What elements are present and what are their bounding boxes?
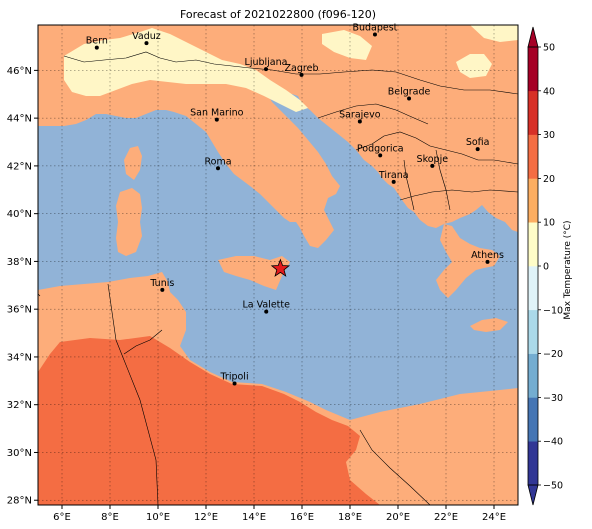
city-label: Roma bbox=[204, 156, 231, 167]
city-label: La Valette bbox=[242, 300, 290, 311]
city-dot bbox=[372, 32, 377, 37]
colorbar-segment bbox=[528, 47, 538, 92]
lat-tick-label: 34°N bbox=[7, 352, 32, 363]
corsica-island bbox=[124, 146, 142, 180]
city-label: Skopje bbox=[417, 154, 449, 165]
star-marker bbox=[270, 258, 291, 277]
crete-island bbox=[470, 318, 508, 332]
city-label: Podgorica bbox=[357, 143, 404, 154]
colorbar-tick-label: 0 bbox=[543, 262, 549, 273]
warm-desert-region bbox=[38, 336, 380, 505]
north-east-cool-patch bbox=[456, 54, 492, 78]
city-dot bbox=[475, 147, 480, 152]
city-dot bbox=[391, 179, 396, 184]
map-title: Forecast of 2021022800 (f096-120) bbox=[179, 8, 377, 21]
colorbar-segment bbox=[528, 90, 538, 135]
lat-tick-label: 28°N bbox=[7, 496, 32, 507]
lat-tick-label: 40°N bbox=[7, 209, 32, 220]
city-dot bbox=[299, 72, 304, 77]
colorbar-tick-label: 30 bbox=[543, 130, 555, 141]
colorbar-segment bbox=[528, 222, 538, 267]
colorbar-segment bbox=[528, 397, 538, 442]
colorbar-label: Max Temperature (°C) bbox=[563, 220, 573, 320]
city-label: Sofia bbox=[466, 137, 490, 148]
lon-tick-label: 10°E bbox=[146, 512, 170, 523]
sardinia-island bbox=[116, 188, 142, 256]
lat-tick-label: 32°N bbox=[7, 400, 32, 411]
city-dot bbox=[144, 41, 149, 46]
lat-tick-label: 36°N bbox=[7, 305, 32, 316]
lon-tick-label: 24°E bbox=[482, 512, 506, 523]
city-dot bbox=[264, 67, 268, 72]
temperature-colorbar: 50 40 30 20 10 0 −10 −20 −30 −40 −50 bbox=[527, 26, 563, 506]
lat-tick-label: 38°N bbox=[7, 257, 32, 268]
city-label: Zagreb bbox=[285, 63, 319, 74]
colorbar-tick-label: −40 bbox=[543, 437, 563, 448]
lon-tick-label: 8°E bbox=[101, 512, 119, 523]
city-label: Bern bbox=[86, 36, 108, 47]
alpine-cool-region bbox=[64, 28, 308, 112]
city-dot bbox=[357, 119, 362, 124]
city-dot bbox=[160, 287, 165, 292]
graticule bbox=[38, 25, 518, 505]
colorbar-segment bbox=[528, 309, 538, 354]
colorbar-tick-label: 50 bbox=[543, 43, 555, 54]
city-dot bbox=[430, 163, 435, 168]
city-dot bbox=[232, 381, 237, 386]
city-label: Sarajevo bbox=[339, 109, 381, 120]
lat-tick-label: 46°N bbox=[7, 66, 32, 77]
city-label: Belgrade bbox=[388, 87, 431, 98]
map-frame bbox=[37, 24, 519, 506]
city-dot bbox=[378, 153, 383, 158]
lat-tick-label: 44°N bbox=[7, 114, 32, 125]
colorbar-segment bbox=[528, 266, 538, 311]
colorbar-lower-extend bbox=[527, 484, 539, 506]
city-dot bbox=[407, 96, 412, 101]
colorbar-segment bbox=[528, 134, 538, 179]
city-dot bbox=[214, 117, 219, 122]
city-label: Tirana bbox=[378, 170, 409, 181]
city-label: Budapest bbox=[352, 23, 397, 34]
city-label: Tunis bbox=[149, 278, 174, 289]
colorbar-tick-label: 40 bbox=[543, 86, 555, 97]
lon-tick-label: 18°E bbox=[338, 512, 362, 523]
lon-tick-label: 20°E bbox=[386, 512, 410, 523]
lon-tick-label: 16°E bbox=[290, 512, 314, 523]
city-label: San Marino bbox=[190, 108, 243, 119]
forecast-location-marker bbox=[270, 258, 291, 277]
city-label: Vaduz bbox=[132, 31, 161, 42]
colorbar-segment bbox=[528, 353, 538, 398]
colorbar-segment bbox=[528, 178, 538, 223]
lon-tick-label: 12°E bbox=[194, 512, 218, 523]
city-dot bbox=[94, 45, 99, 50]
colorbar-upper-extend bbox=[527, 26, 539, 48]
colorbar-segment bbox=[528, 441, 538, 486]
colorbar-tick-label: −50 bbox=[543, 481, 563, 492]
colorbar-tick-label: 10 bbox=[543, 218, 555, 229]
colorbar-tick-label: −30 bbox=[543, 393, 563, 404]
colorbar-tick-label: 20 bbox=[543, 174, 555, 185]
city-label: Ljubljana bbox=[245, 57, 288, 68]
city-label: Athens bbox=[471, 250, 504, 261]
lat-tick-label: 30°N bbox=[7, 448, 32, 459]
greece-peninsula bbox=[436, 224, 500, 298]
lon-tick-label: 22°E bbox=[434, 512, 458, 523]
country-borders bbox=[38, 51, 518, 505]
lat-tick-label: 42°N bbox=[7, 161, 32, 172]
lon-tick-label: 14°E bbox=[242, 512, 266, 523]
map-axes: 6°E 8°E 10°E 12°E 14°E 16°E 18°E 20°E 22°E 24°E 28… bbox=[7, 66, 506, 523]
city-dot bbox=[264, 309, 269, 314]
colorbar-tick-label: −20 bbox=[543, 349, 563, 360]
city-dot bbox=[485, 259, 490, 264]
colorbar-tick-label: −10 bbox=[543, 305, 563, 316]
northern-cool-patch bbox=[322, 30, 372, 60]
lon-tick-label: 6°E bbox=[53, 512, 71, 523]
city-label: Tripoli bbox=[220, 371, 249, 382]
city-dot bbox=[216, 166, 220, 171]
